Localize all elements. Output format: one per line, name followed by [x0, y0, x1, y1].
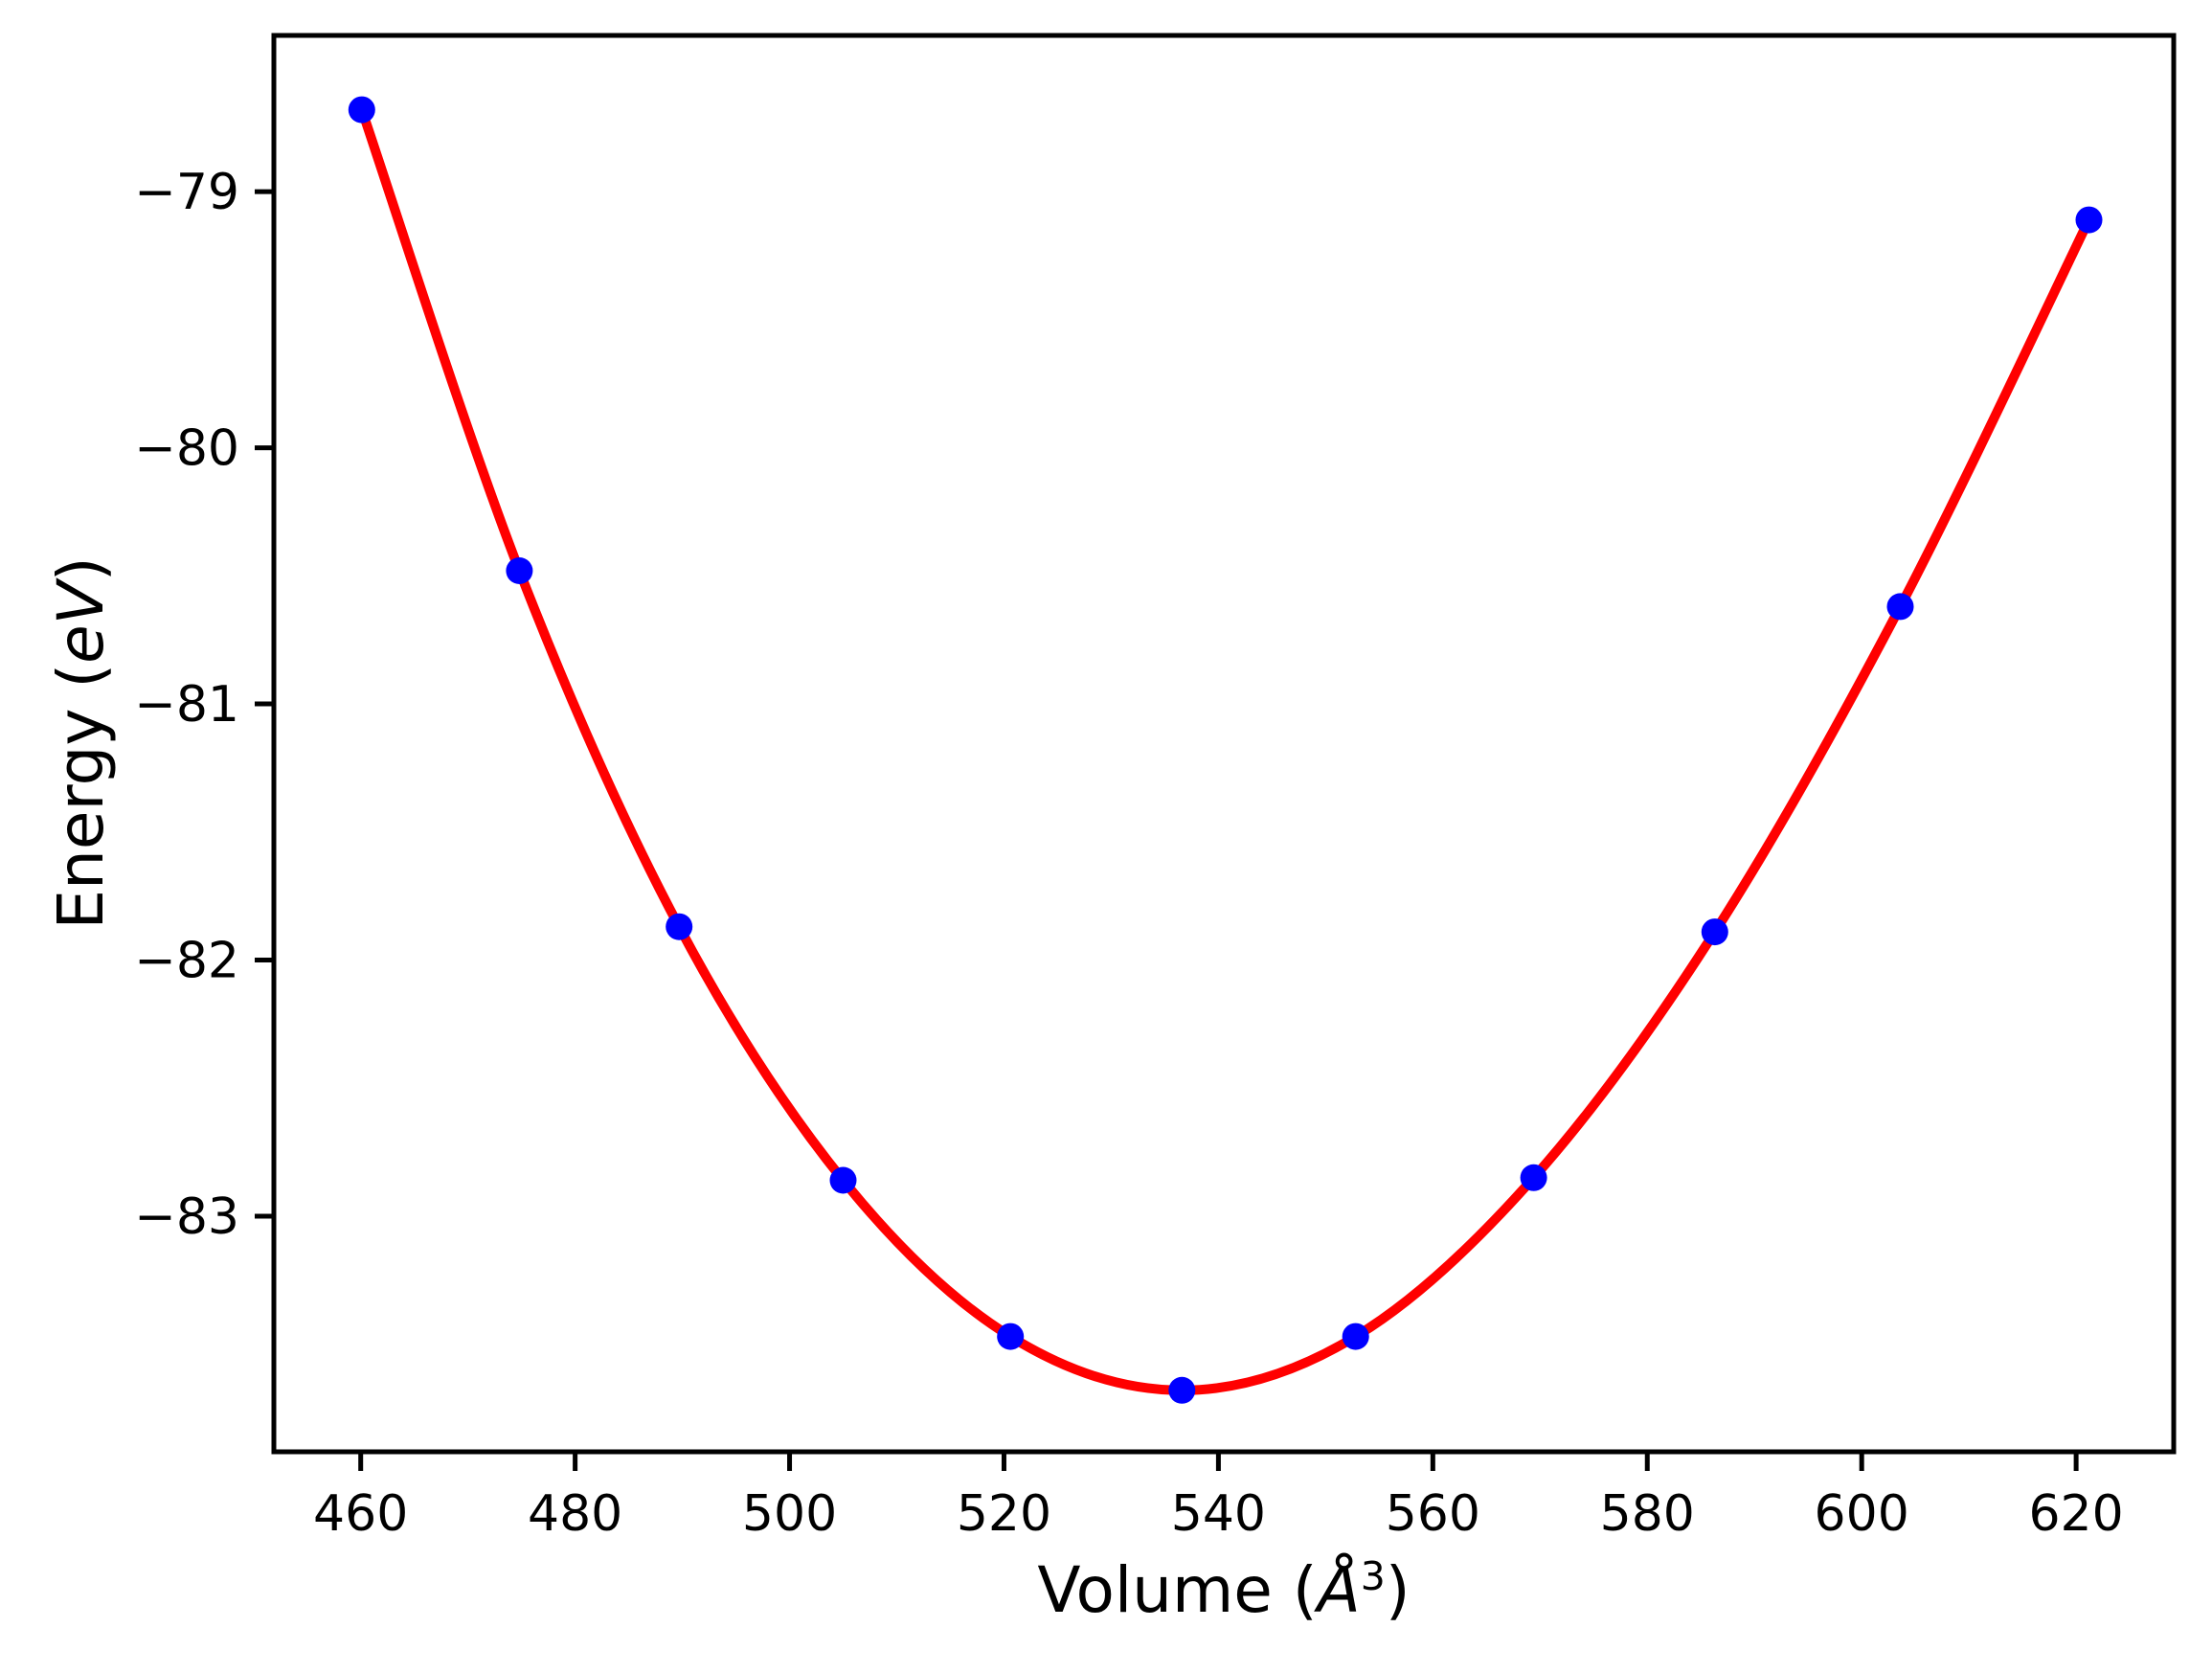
x-tick-label: 500 [742, 1485, 837, 1543]
x-axis-unit-symbol: Å [1317, 1553, 1361, 1627]
x-axis-label-suffix: ) [1385, 1553, 1411, 1627]
x-axis-label: Volume (Å3) [274, 1557, 2174, 1622]
data-point [1520, 1164, 1547, 1191]
x-axis-label-text: Volume ( [1037, 1553, 1318, 1627]
y-tick-label: −80 [134, 420, 239, 478]
y-axis-label-suffix: ) [44, 556, 118, 582]
y-axis-label-text: Energy ( [44, 663, 118, 930]
data-point [348, 96, 375, 124]
x-axis-unit-exponent: 3 [1360, 1553, 1386, 1599]
data-point [829, 1166, 857, 1194]
x-tick-label: 620 [2028, 1485, 2123, 1543]
y-tick-label: −82 [134, 932, 239, 989]
data-point [666, 913, 693, 940]
data-point [1886, 593, 1914, 621]
y-tick-label: −83 [134, 1188, 239, 1246]
x-tick-label: 480 [528, 1485, 622, 1543]
y-tick-label: −79 [134, 164, 239, 221]
data-point [506, 557, 533, 584]
x-tick-label: 520 [957, 1485, 1051, 1543]
data-point [1342, 1323, 1369, 1350]
axes-frame [271, 33, 2177, 1455]
data-point [2075, 206, 2103, 234]
x-tick-label: 560 [1386, 1485, 1480, 1543]
data-point [1701, 918, 1728, 946]
x-tick-label: 460 [313, 1485, 408, 1543]
x-tick-label: 540 [1171, 1485, 1266, 1543]
data-point [1168, 1376, 1196, 1404]
eos-fit-line [356, 104, 2094, 1395]
y-tick-label: −81 [134, 676, 239, 734]
y-axis-unit: eV [44, 581, 118, 664]
x-tick-label: 600 [1815, 1485, 1909, 1543]
y-axis-label: Energy (eV) [44, 556, 118, 929]
x-tick-label: 580 [1600, 1485, 1695, 1543]
data-point [997, 1323, 1025, 1350]
